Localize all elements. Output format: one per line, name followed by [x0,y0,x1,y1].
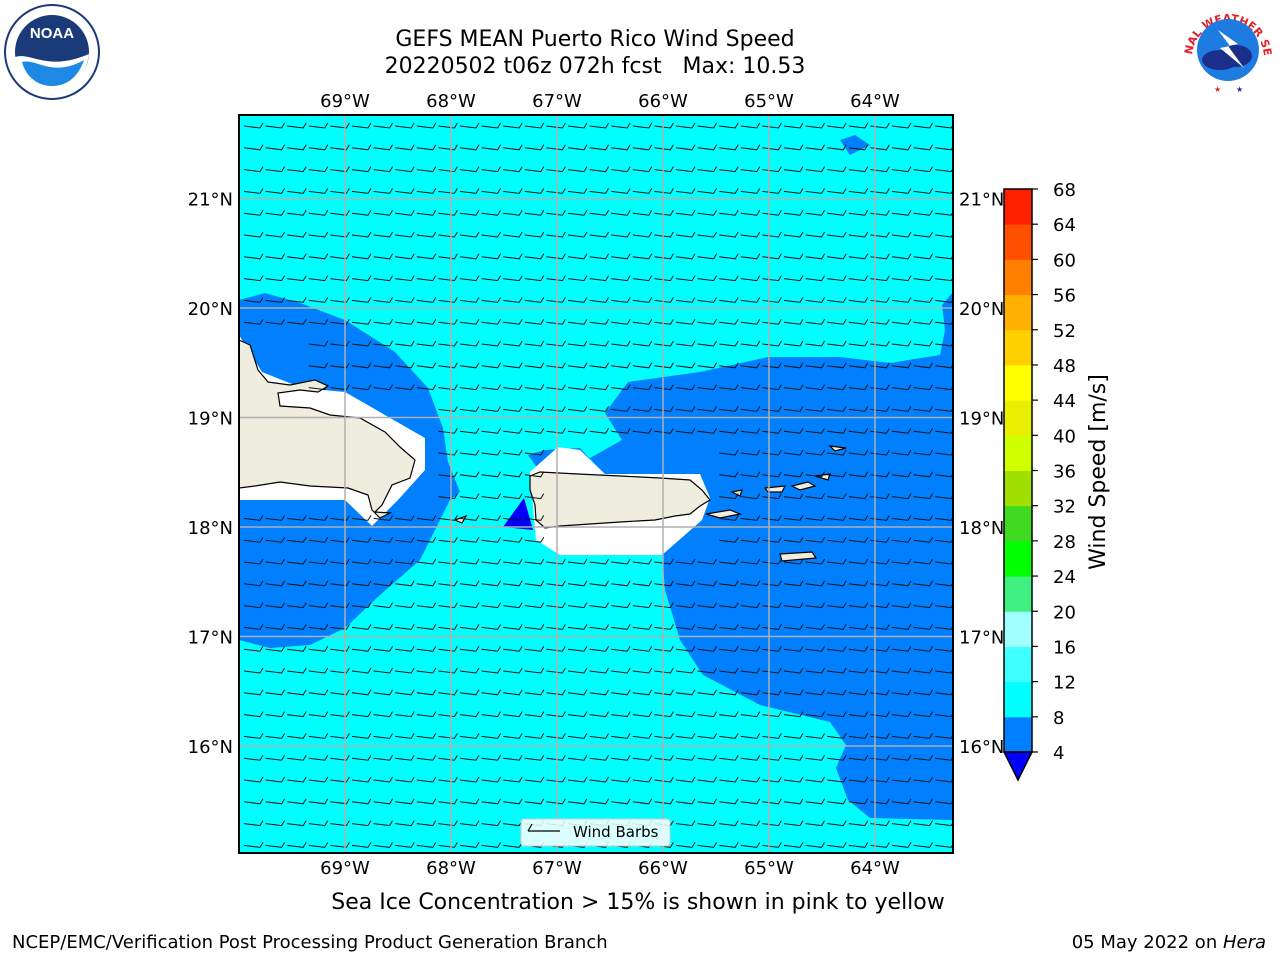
colorbar-tick-label: 20 [1053,602,1076,623]
wind-barb [243,122,953,848]
legend-label: Wind Barbs [573,823,659,841]
colorbar-segment [1004,681,1032,718]
lon-tick-label: 65°W [744,91,794,112]
lon-tick-label: 66°W [638,858,688,879]
lon-tick-label: 67°W [532,858,582,879]
lat-tick-label: 16°N [959,737,1004,758]
colorbar-segment [1004,224,1032,260]
colorbar-segment [1004,189,1032,225]
lat-tick-label: 20°N [188,299,233,320]
wind-barbs-layer [243,122,953,848]
lon-tick-label: 66°W [638,91,688,112]
colorbar-segment [1004,259,1032,296]
lat-tick-label: 18°N [959,518,1004,539]
colorbar-tick-label: 36 [1053,462,1076,483]
colorbar-segment [1004,611,1032,647]
ocean-dark-region-north [840,135,870,155]
colorbar-tick-label: 68 [1053,180,1076,201]
svg-text:★: ★ [1236,85,1243,94]
colorbar-tick-label: 44 [1053,391,1076,412]
colorbar-tick-label: 56 [1053,286,1076,307]
lon-tick-label: 65°W [744,858,794,879]
lon-tick-label: 64°W [850,858,900,879]
figure-title: GEFS MEAN Puerto Rico Wind Speed [395,27,795,52]
colorbar-segment [1004,576,1032,612]
colorbar-segment [1004,646,1032,683]
ocean-dark-region [503,498,533,530]
lat-tick-label: 16°N [188,737,233,758]
lon-tick-label: 68°W [426,858,476,879]
lat-tick-label: 19°N [188,409,233,430]
svg-text:★: ★ [1214,85,1221,94]
noaa-logo: NOAA [4,4,100,100]
lat-tick-label: 20°N [959,299,1004,320]
footer-date: 05 May 2022 on Hera [1072,932,1266,953]
colorbar-segment [1004,329,1032,366]
colorbar-tick-label: 8 [1053,708,1064,729]
colorbar-tick-label: 4 [1053,743,1064,764]
colorbar-tick-label: 24 [1053,567,1076,588]
sea-ice-note: Sea Ice Concentration > 15% is shown in … [331,890,945,915]
lat-tick-label: 17°N [959,628,1004,649]
land-puerto-rico [529,471,711,529]
colorbar-segment [1004,470,1032,507]
colorbar-tick-label: 64 [1053,215,1076,236]
lon-tick-label: 69°W [320,91,370,112]
lon-tick-label: 68°W [426,91,476,112]
colorbar-segment [1004,294,1032,331]
footer-date-text: 05 May 2022 on [1071,932,1223,953]
lat-tick-label: 21°N [188,190,233,211]
lon-tick-label: 69°W [320,858,370,879]
colorbar-segment [1004,435,1032,471]
land-hispaniola [239,339,416,519]
colorbar-under-arrow [1002,751,1034,782]
colorbar-segment [1004,364,1032,401]
footer-host: Hera [1222,932,1266,953]
colorbar-tick-label: 12 [1053,673,1076,694]
wind-barbs-legend: Wind Barbs [520,818,671,847]
noaa-wordmark: NOAA [30,25,74,42]
colorbar-tick-label: 40 [1053,426,1076,447]
lon-tick-label: 67°W [532,91,582,112]
colorbar-label: Wind Speed [m/s] [1086,374,1111,570]
colorbar-tick-label: 16 [1053,637,1076,658]
axis-tick-labels: 69°W 69°W 68°W 68°W 67°W 67°W 66°W 66°W 65°W 65°W… [188,91,1005,879]
lat-tick-label: 19°N [959,409,1004,430]
ocean-mid-region [239,292,953,820]
colorbar-segment [1004,400,1032,436]
lat-tick-label: 21°N [959,190,1004,211]
lat-tick-label: 18°N [188,518,233,539]
colorbar-tick-label: 48 [1053,356,1076,377]
colorbar-segment [1004,505,1032,542]
figure-subtitle: 20220502 t06z 072h fcst Max: 10.53 [384,54,806,79]
nws-logo: NATIONAL WEATHER SERVICE ★ ★ [1178,0,1275,97]
map-frame [238,114,954,854]
graticule [239,115,953,853]
colorbar-tick-label: 28 [1053,532,1076,553]
colorbar-tick-label: 32 [1053,497,1076,518]
colorbar-segment [1004,716,1032,753]
lon-tick-label: 64°W [850,91,900,112]
colorbar-segment [1004,540,1032,577]
colorbar-tick-label: 52 [1053,321,1076,342]
footer-org: NCEP/EMC/Verification Post Processing Pr… [12,932,608,953]
colorbar-tick-label: 60 [1053,250,1076,271]
virgin-islands [453,445,847,562]
lat-tick-label: 17°N [188,628,233,649]
